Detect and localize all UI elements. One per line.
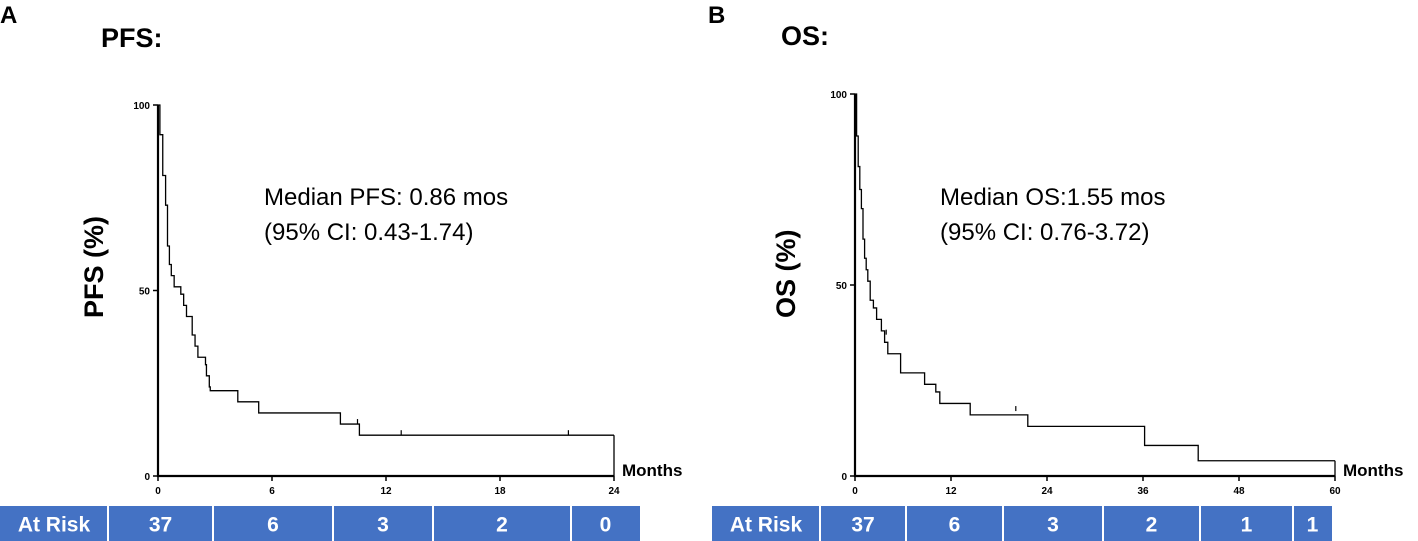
panel-b-y-tick-label: 0 (841, 472, 847, 483)
panel-a-plot: 0 50 100 0 6 12 18 24 (133, 101, 620, 497)
panel-a-at-risk-count: 3 (377, 514, 389, 537)
panel-a-at-risk-background (0, 506, 640, 541)
panel-b-x-tick-label: 24 (1041, 486, 1053, 497)
panel-b-at-risk-count: 37 (851, 514, 874, 537)
panel-a-x-tick-label: 6 (269, 486, 275, 497)
panel-a-ci-annotation: (95% CI: 0.43-1.74) (264, 219, 473, 246)
panel-a-x-tick-label: 12 (380, 486, 392, 497)
panel-b-median-annotation: Median OS:1.55 mos (940, 184, 1165, 211)
panel-a-survival-curve (158, 104, 614, 436)
panel-b-at-risk-count: 3 (1047, 514, 1059, 537)
panel-a-at-risk-count: 2 (496, 514, 508, 537)
panel-b-at-risk-count: 1 (1241, 514, 1253, 537)
panel-a-at-risk-count: 0 (600, 514, 612, 537)
panel-a-x-tick-label: 18 (494, 486, 506, 497)
panel-a-y-tick-label: 100 (133, 101, 150, 112)
panel-a-title: PFS: (101, 23, 163, 53)
panel-b-x-tick-label: 36 (1137, 486, 1149, 497)
panel-a-y-axis-label: PFS (%) (79, 216, 109, 318)
panel-b-y-axis-label: OS (%) (771, 229, 801, 318)
panel-b-plot: 0 50 100 0 12 24 36 48 60 (830, 90, 1341, 497)
panel-a-at-risk-label: At Risk (18, 514, 91, 537)
panel-b-x-axis-label: Months (1343, 461, 1403, 480)
panel-b-at-risk-count: 6 (949, 514, 961, 537)
panel-a-y-tick-label: 50 (139, 287, 151, 298)
panel-b-survival-curve (855, 93, 1335, 462)
panel-a-x-axis-label: Months (622, 461, 682, 480)
panel-a-median-annotation: Median PFS: 0.86 mos (264, 184, 508, 211)
panel-b-y-tick-label: 100 (830, 90, 847, 101)
panel-b-at-risk-count: 2 (1146, 514, 1158, 537)
panel-b-x-tick-label: 0 (852, 486, 858, 497)
panel-b-at-risk-table: At Risk 37 6 3 2 1 1 (712, 506, 1332, 541)
panel-b-title: OS: (781, 21, 829, 51)
panel-b-at-risk-background (712, 506, 1332, 541)
panel-b-ci-annotation: (95% CI: 0.76-3.72) (940, 219, 1149, 246)
panel-a-x-tick-label: 0 (155, 486, 161, 497)
panel-b-x-tick-label: 12 (945, 486, 957, 497)
panel-b-axes (853, 94, 1335, 478)
panel-a-at-risk-table: At Risk 37 6 3 2 0 (0, 506, 640, 541)
panel-b-at-risk-label: At Risk (730, 514, 803, 537)
panel-a-y-tick-label: 0 (144, 472, 150, 483)
panel-a-axes (156, 105, 614, 478)
panel-b-x-tick-label: 60 (1329, 486, 1341, 497)
panel-b-y-tick-label: 50 (836, 281, 848, 292)
panel-a-x-tick-label: 24 (608, 486, 620, 497)
panel-a-at-risk-count: 6 (267, 514, 279, 537)
panel-a-at-risk-count: 37 (149, 514, 172, 537)
panel-b-x-tick-label: 48 (1233, 486, 1245, 497)
panel-a-letter: A (0, 2, 17, 29)
panel-b-at-risk-count: 1 (1307, 514, 1319, 537)
panel-b-letter: B (708, 2, 725, 29)
